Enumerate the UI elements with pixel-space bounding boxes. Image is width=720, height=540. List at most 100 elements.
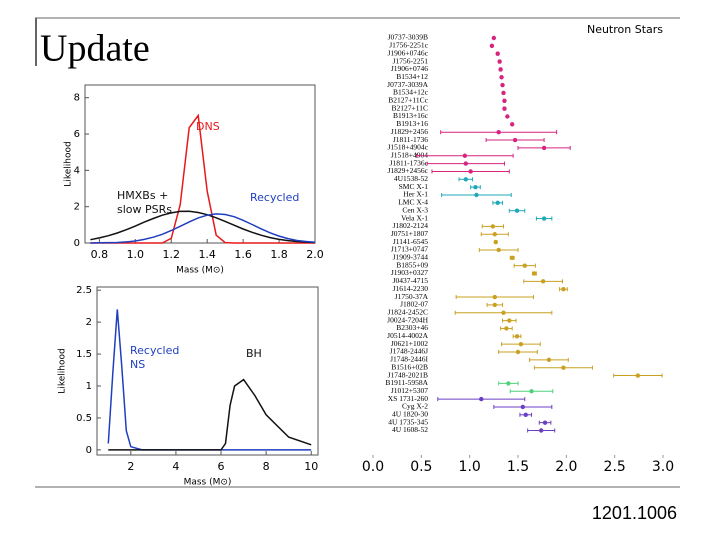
mass-point (561, 365, 566, 370)
y-tick-label: 1 (86, 381, 92, 392)
mass-point (507, 318, 512, 323)
star-name: 4U 1735-345 (388, 417, 428, 426)
mass-point (463, 161, 468, 166)
star-name: J1518+4904c (388, 143, 429, 152)
mass-point (500, 82, 505, 88)
chart-title: Neutron Stars (587, 23, 663, 36)
star-name: 4U 1820-30 (392, 410, 428, 419)
mass-point (502, 98, 507, 104)
star-name: J1829+2456c (388, 166, 429, 175)
mass-point (495, 51, 500, 56)
x-axis-label: Mass (M⊙) (184, 478, 232, 488)
star-name: J0751+1807 (391, 229, 428, 238)
mass-point (489, 43, 495, 49)
star-name: J1811-1736c (390, 158, 429, 167)
star-name: J1713+0747 (391, 245, 428, 254)
star-name: J0514-4002A (387, 331, 428, 340)
mass-point (501, 310, 506, 315)
star-name: B2127+11C (392, 103, 428, 112)
x-tick-label: 1.2 (163, 248, 181, 261)
star-name: Cyg X-2 (402, 402, 428, 411)
y-tick-label: 1.5 (76, 349, 92, 360)
y-tick-label: 2.5 (76, 285, 92, 296)
mass-point (463, 177, 468, 182)
y-tick-label: 0 (74, 238, 80, 249)
x-tick-label: 8 (263, 460, 270, 473)
x-tick-label: 1.4 (198, 248, 216, 261)
y-axis-label: Likelihood (58, 348, 68, 393)
plot-frame (84, 84, 316, 244)
curve (90, 210, 316, 244)
y-tick-label: 2 (74, 202, 80, 213)
x-tick-label: 1.0 (127, 248, 145, 261)
curve-label-line: Recycled (130, 344, 179, 357)
mass-point (532, 271, 537, 276)
mass-point (520, 404, 526, 410)
star-name: Cen X-3 (402, 205, 428, 214)
star-name: XS 1731-260 (388, 394, 428, 403)
star-name: J1748-2446I (390, 355, 428, 364)
reference: 1201.1006 (592, 503, 677, 523)
star-name: J1614-2230 (393, 284, 429, 293)
mass-point (495, 200, 500, 206)
star-name: B1516+02B (391, 362, 428, 371)
mass-point (515, 349, 521, 355)
star-name: J1906+0746c (388, 48, 429, 57)
mass-point (506, 381, 511, 386)
star-name: J1748-2021B (388, 370, 428, 379)
star-name: 4U1538-52 (394, 174, 428, 183)
y-tick-label: 8 (74, 93, 80, 104)
mass-point (474, 192, 479, 198)
x-axis-label: Mass (M⊙) (176, 266, 224, 276)
mass-point (492, 232, 497, 237)
mass-point (490, 224, 496, 229)
mass-point (529, 389, 534, 394)
curve-label-line: slow PSRs (117, 203, 172, 216)
star-name: J1811-1736 (393, 135, 428, 144)
mass-point (539, 428, 544, 433)
slide-title: Update (40, 28, 150, 70)
mass-point (499, 75, 504, 80)
x-tick-label: 2.5 (604, 459, 626, 475)
x-tick-label: 1.8 (270, 248, 288, 261)
star-name: J0621+1002 (391, 339, 428, 348)
mass-point (491, 35, 497, 41)
mass-point (514, 334, 520, 339)
x-tick-label: 2.0 (555, 459, 577, 475)
mass-point (546, 357, 552, 363)
curve-label-line: BH (246, 347, 262, 360)
star-name: J1802-07 (400, 300, 428, 309)
mass-point (492, 302, 497, 308)
mass-point (510, 255, 515, 260)
mass-point (635, 373, 641, 378)
x-tick-label: 10 (304, 460, 318, 473)
mass-point (493, 239, 498, 245)
star-name: B1913+16 (396, 119, 428, 128)
x-tick-label: 1.5 (507, 459, 529, 475)
y-tick-label: 6 (74, 129, 80, 140)
mass-point (523, 412, 528, 417)
mass-point (468, 169, 473, 174)
y-tick-label: 4 (74, 165, 80, 176)
mass-point (512, 137, 518, 143)
mass-point (542, 420, 548, 425)
x-tick-label: 0.5 (410, 459, 432, 475)
mass-point (462, 153, 468, 158)
mass-point (496, 247, 501, 253)
star-name: J1824-2452C (388, 307, 428, 316)
mass-point (541, 216, 547, 221)
star-name: J1909-3744 (393, 253, 429, 262)
curve-label-line: NS (130, 358, 145, 371)
mass-point (498, 67, 503, 72)
curve-label: Recycled NS (130, 344, 179, 371)
curve-label: HMXBs + slow PSRs (117, 189, 172, 216)
x-tick-label: 0.0 (362, 459, 384, 475)
star-name: 4U 1608-52 (392, 425, 428, 434)
curve (90, 213, 316, 244)
y-tick-label: 2 (86, 317, 92, 328)
mass-point (510, 122, 515, 127)
star-name: Vela X-1 (401, 213, 428, 222)
mass-point (497, 59, 502, 64)
mass-point (561, 287, 566, 292)
